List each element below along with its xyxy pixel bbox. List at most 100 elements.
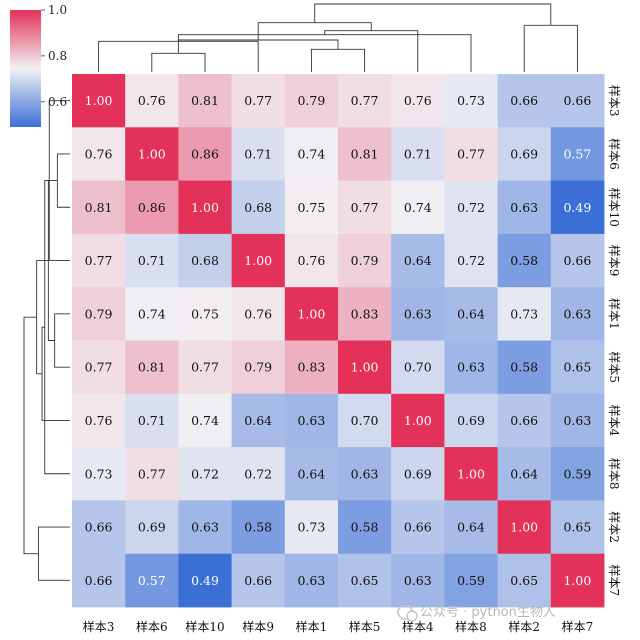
heatmap-cell	[125, 74, 179, 128]
cell-value-label: 0.73	[510, 306, 538, 321]
watermark-text: 公众号 · python生物人	[420, 605, 556, 620]
colorbar: 1.0 0.8 0.6	[10, 3, 67, 127]
y-tick-label: 样本1	[607, 298, 622, 330]
cell-value-label: 0.58	[510, 253, 538, 268]
dendrogram-link	[56, 153, 70, 208]
y-tick-label: 样本3	[607, 85, 622, 117]
cell-value-label: 0.58	[244, 520, 272, 535]
heatmap-cell	[72, 127, 126, 181]
column-dendrogram	[98, 3, 578, 72]
dendrogram-link	[310, 48, 366, 72]
cell-value-label: 0.64	[244, 413, 272, 428]
heatmap-cell	[391, 180, 445, 235]
x-tick-label: 样本8	[455, 619, 487, 634]
cell-value-label: 0.66	[510, 93, 538, 108]
heatmap-cell	[125, 287, 179, 341]
heatmap-cell	[231, 447, 286, 501]
heatmap-cell	[391, 393, 445, 448]
heatmap-cell	[72, 180, 126, 235]
heatmap-cell	[284, 127, 339, 181]
cell-value-label: 0.81	[351, 146, 379, 161]
cell-value-label: 0.77	[457, 146, 485, 161]
cell-value-label: 0.64	[457, 306, 485, 321]
heatmap-cell	[444, 393, 498, 448]
heatmap-cell	[550, 127, 605, 181]
heatmap-cell	[178, 287, 232, 341]
heatmap-cell	[338, 287, 392, 341]
heatmap-cell	[391, 553, 445, 608]
heatmap-cell	[444, 127, 498, 181]
heatmap-cell	[125, 233, 179, 288]
x-tick-label: 样本4	[402, 619, 434, 634]
cell-value-label: 1.00	[563, 573, 591, 588]
cell-value-label: 0.77	[351, 200, 379, 215]
cell-value-label: 0.79	[297, 93, 325, 108]
cell-value-label: 0.74	[404, 200, 432, 215]
heatmap-cell	[497, 553, 552, 608]
heatmap-cell	[231, 233, 286, 288]
heatmap-cell	[391, 447, 445, 501]
x-tick-label: 样本6	[136, 619, 168, 634]
cell-value-label: 0.70	[351, 413, 379, 428]
cell-value-label: 0.58	[351, 520, 379, 535]
cell-value-label: 0.86	[191, 146, 219, 161]
cell-value-label: 0.59	[563, 466, 591, 481]
cell-value-label: 1.00	[351, 360, 379, 375]
heatmap-cell	[338, 447, 392, 501]
y-tick-label: 样本4	[607, 405, 622, 437]
cell-value-label: 0.74	[138, 306, 166, 321]
cell-value-label: 0.69	[138, 520, 166, 535]
cell-value-label: 0.72	[457, 200, 485, 215]
cell-value-label: 0.63	[191, 520, 219, 535]
heatmap-cell	[338, 233, 392, 288]
cell-value-label: 0.65	[351, 573, 379, 588]
heatmap-cell	[178, 500, 232, 555]
watermark: 公众号 · python生物人	[397, 604, 556, 622]
heatmap-cell	[497, 393, 552, 448]
colorbar-gradient	[10, 10, 41, 127]
heatmap-cell	[125, 447, 179, 501]
cell-value-label: 0.77	[191, 360, 219, 375]
cell-value-label: 0.66	[244, 573, 272, 588]
cell-value-label: 0.77	[351, 93, 379, 108]
cell-value-label: 0.76	[138, 93, 166, 108]
cell-value-label: 1.00	[404, 413, 432, 428]
dendrogram-link	[177, 34, 472, 72]
y-tick-label: 样本7	[607, 565, 622, 597]
x-tick-labels: 样本3 样本6 样本10 样本9 样本1 样本5 样本4 样本8 样本2 样本7	[83, 619, 593, 634]
dendrogram-link	[41, 326, 70, 421]
heatmap-cell	[125, 127, 179, 181]
cell-value-label: 1.00	[457, 466, 485, 481]
heatmap-cell	[231, 287, 286, 341]
heatmap-cell	[72, 287, 126, 341]
cell-value-label: 0.79	[351, 253, 379, 268]
y-tick-label: 样本2	[607, 511, 622, 543]
heatmap-cell	[550, 74, 605, 128]
cell-value-label: 0.69	[510, 146, 538, 161]
cell-value-label: 1.00	[244, 253, 272, 268]
heatmap-cell	[72, 553, 126, 608]
heatmap-cell	[550, 447, 605, 501]
heatmap-cell	[178, 447, 232, 501]
heatmap-cell	[497, 500, 552, 555]
heatmap-cell	[178, 127, 232, 181]
heatmap-cell	[231, 127, 286, 181]
heatmap-cell	[444, 500, 498, 555]
cell-value-label: 0.65	[563, 520, 591, 535]
cell-value-label: 0.76	[297, 253, 325, 268]
heatmap-cell	[72, 233, 126, 288]
heatmap-cell	[444, 553, 498, 608]
heatmap-cell	[391, 287, 445, 341]
heatmap-cell	[178, 74, 232, 128]
cell-value-label: 0.71	[404, 146, 432, 161]
cell-value-label: 0.64	[457, 520, 485, 535]
cell-value-label: 0.57	[563, 146, 591, 161]
heatmap-cell	[444, 447, 498, 501]
heatmap-cell	[338, 127, 392, 181]
cell-value-label: 0.75	[191, 306, 219, 321]
heatmap-cell	[231, 74, 286, 128]
cell-value-label: 0.69	[404, 466, 432, 481]
cell-value-label: 0.81	[85, 200, 113, 215]
cell-value-label: 0.69	[457, 413, 485, 428]
cell-value-label: 0.63	[510, 200, 538, 215]
